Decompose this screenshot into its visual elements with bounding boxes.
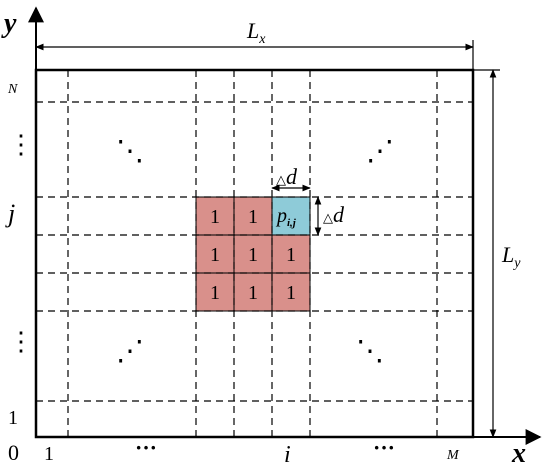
cell-one-label: 1 [286, 282, 296, 304]
y-tick-dots-upper: ⋮ [8, 130, 34, 159]
interior-dots-lower-right: ⋱ [356, 336, 384, 367]
x-tick-one: 1 [44, 443, 54, 465]
y-tick-j: j [5, 199, 15, 228]
block-outlines [195, 196, 311, 312]
cell-one-label: 1 [210, 206, 220, 228]
y-tick-one: 1 [8, 407, 18, 429]
neighbor-cell [234, 197, 272, 235]
y-tick-dots-lower: ⋮ [8, 327, 34, 356]
neighbor-cell [196, 197, 234, 235]
neighbor-cells [196, 197, 310, 311]
interior-dots-upper-left: ⋱ [116, 136, 144, 167]
x-tick-right: M [446, 448, 460, 463]
cell-one-label: 1 [210, 244, 220, 266]
x-axis-label: x [511, 438, 526, 469]
origin-label: 0 [8, 440, 19, 465]
cell-one-label: 1 [248, 244, 258, 266]
neighbor-cell [272, 273, 310, 311]
neighbor-cell [234, 273, 272, 311]
cell-one-label: 1 [248, 206, 258, 228]
neighbor-cell [234, 235, 272, 273]
target-cell-label: pi,j [275, 205, 297, 229]
neighbor-cell [196, 235, 234, 273]
interior-dots-lower-left: ⋰ [116, 336, 144, 367]
cell-one-label: 1 [248, 282, 258, 304]
y-tick-top: N [7, 82, 18, 97]
interior-dots-upper-right: ⋰ [366, 136, 394, 167]
neighbor-cell [272, 235, 310, 273]
neighbor-cell [196, 273, 234, 311]
cell-labels: 1 1 1 1 1 1 1 1 [210, 206, 296, 304]
target-cell [272, 197, 310, 235]
height-label: Ly [501, 242, 521, 271]
x-tick-i: i [284, 442, 291, 468]
cell-width-label: △d [276, 164, 298, 189]
y-axis-label: y [1, 8, 17, 39]
cell-one-label: 1 [286, 244, 296, 266]
cell-one-label: 1 [210, 282, 220, 304]
x-tick-dots-left: ··· [135, 435, 157, 460]
cell-height-label: △d [323, 202, 345, 227]
x-tick-dots-right: ··· [373, 435, 395, 460]
width-label: Lx [246, 18, 266, 47]
